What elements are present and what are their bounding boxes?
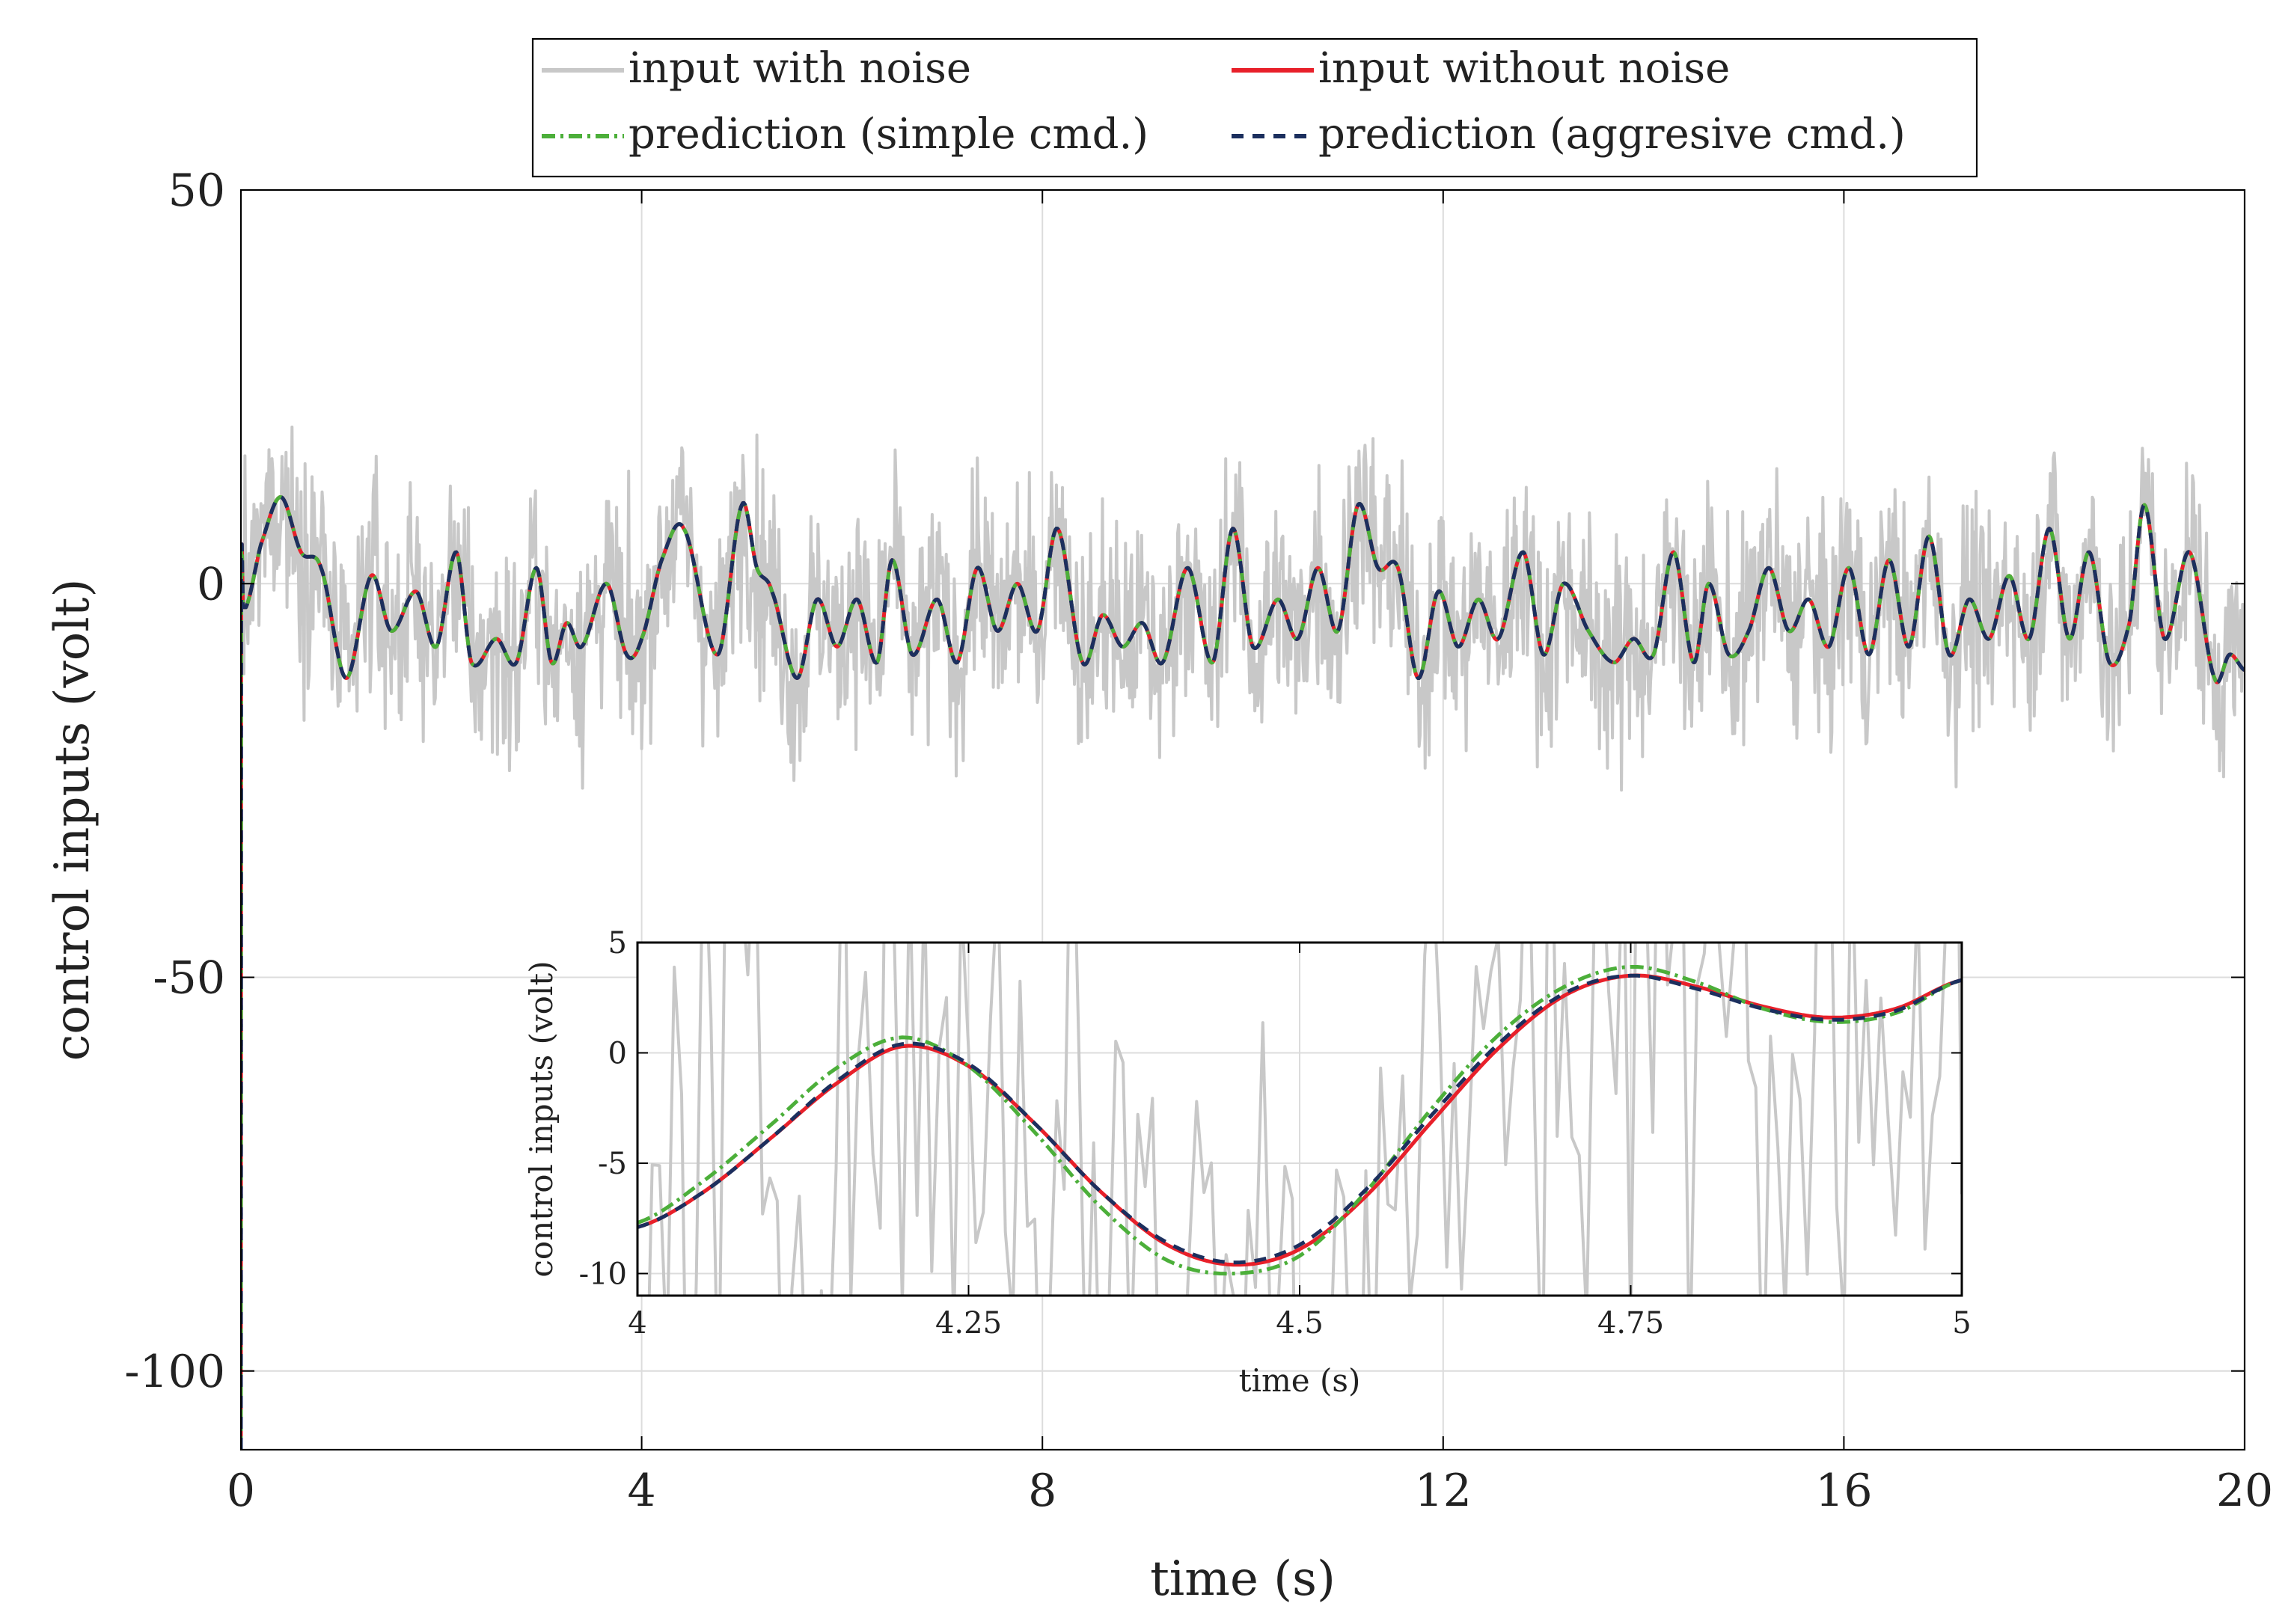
legend-box xyxy=(531,37,1978,178)
main-ylabel: control inputs (volt) xyxy=(45,579,100,1061)
legend-entry-prediction-simple: prediction (simple cmd.) xyxy=(542,110,1148,159)
main-series-prediction-aggresive-cmd xyxy=(241,495,2245,1450)
inset-ylabel: control inputs (volt) xyxy=(523,960,560,1277)
inset-ytick-label: 0 xyxy=(608,1037,627,1071)
main-series-input-with-noise xyxy=(241,425,2245,792)
inset-xtick-label: 4.5 xyxy=(1276,1306,1324,1340)
main-ytick-label: -100 xyxy=(124,1346,225,1398)
inset-plot-lines xyxy=(637,943,1962,1296)
legend-label-input-with-noise: input with noise xyxy=(628,44,971,93)
inset-ytick-label: 5 xyxy=(608,926,627,960)
inset-ytick-label: -10 xyxy=(579,1257,627,1292)
inset-xtick-label: 4 xyxy=(628,1306,646,1340)
inset-xtick-label: 4.25 xyxy=(935,1306,1002,1340)
main-ytick-label: -50 xyxy=(153,952,225,1005)
main-xtick-label: 20 xyxy=(2216,1465,2273,1517)
legend-entry-input-with-noise: input with noise xyxy=(542,44,971,93)
inset-ticks: 4 4.25 4.5 4.75 5 -10 -5 0 5 xyxy=(579,926,1972,1340)
legend: input with noise input without noise pre… xyxy=(531,37,1978,178)
main-xlabel: time (s) xyxy=(1150,1551,1336,1607)
main-xtick-label: 4 xyxy=(628,1465,656,1517)
main-xtick-label: 16 xyxy=(1815,1465,1872,1517)
main-ytick-label: 0 xyxy=(197,558,225,610)
main-ytick-label: 50 xyxy=(168,165,225,217)
legend-entry-input-without-noise: input without noise xyxy=(1232,44,1730,93)
inset-ytick-label: -5 xyxy=(598,1147,627,1181)
legend-label-prediction-aggresive: prediction (aggresive cmd.) xyxy=(1318,110,1906,159)
main-axes-box xyxy=(239,189,2246,1451)
legend-label-prediction-simple: prediction (simple cmd.) xyxy=(628,110,1148,159)
inset-axes: 4 4.25 4.5 4.75 5 -10 -5 0 5 time (s) control in… xyxy=(523,926,1972,1399)
main-xtick-label: 8 xyxy=(1028,1465,1056,1517)
inset-xtick-label: 4.75 xyxy=(1597,1306,1664,1340)
legend-entry-prediction-aggresive: prediction (aggresive cmd.) xyxy=(1232,110,1906,159)
inset-series-input-with-noise xyxy=(647,943,1962,1296)
main-xtick-label: 0 xyxy=(227,1465,255,1517)
inset-xlabel: time (s) xyxy=(1239,1362,1361,1399)
main-xtick-label: 12 xyxy=(1415,1465,1472,1517)
inset-series-prediction-simple-cmd xyxy=(637,965,1962,1276)
inset-xtick-label: 5 xyxy=(1952,1306,1971,1340)
inset-series-prediction-aggresive-cmd xyxy=(637,973,1962,1265)
main-plot-lines xyxy=(241,425,2245,1450)
legend-label-input-without-noise: input without noise xyxy=(1318,44,1730,93)
